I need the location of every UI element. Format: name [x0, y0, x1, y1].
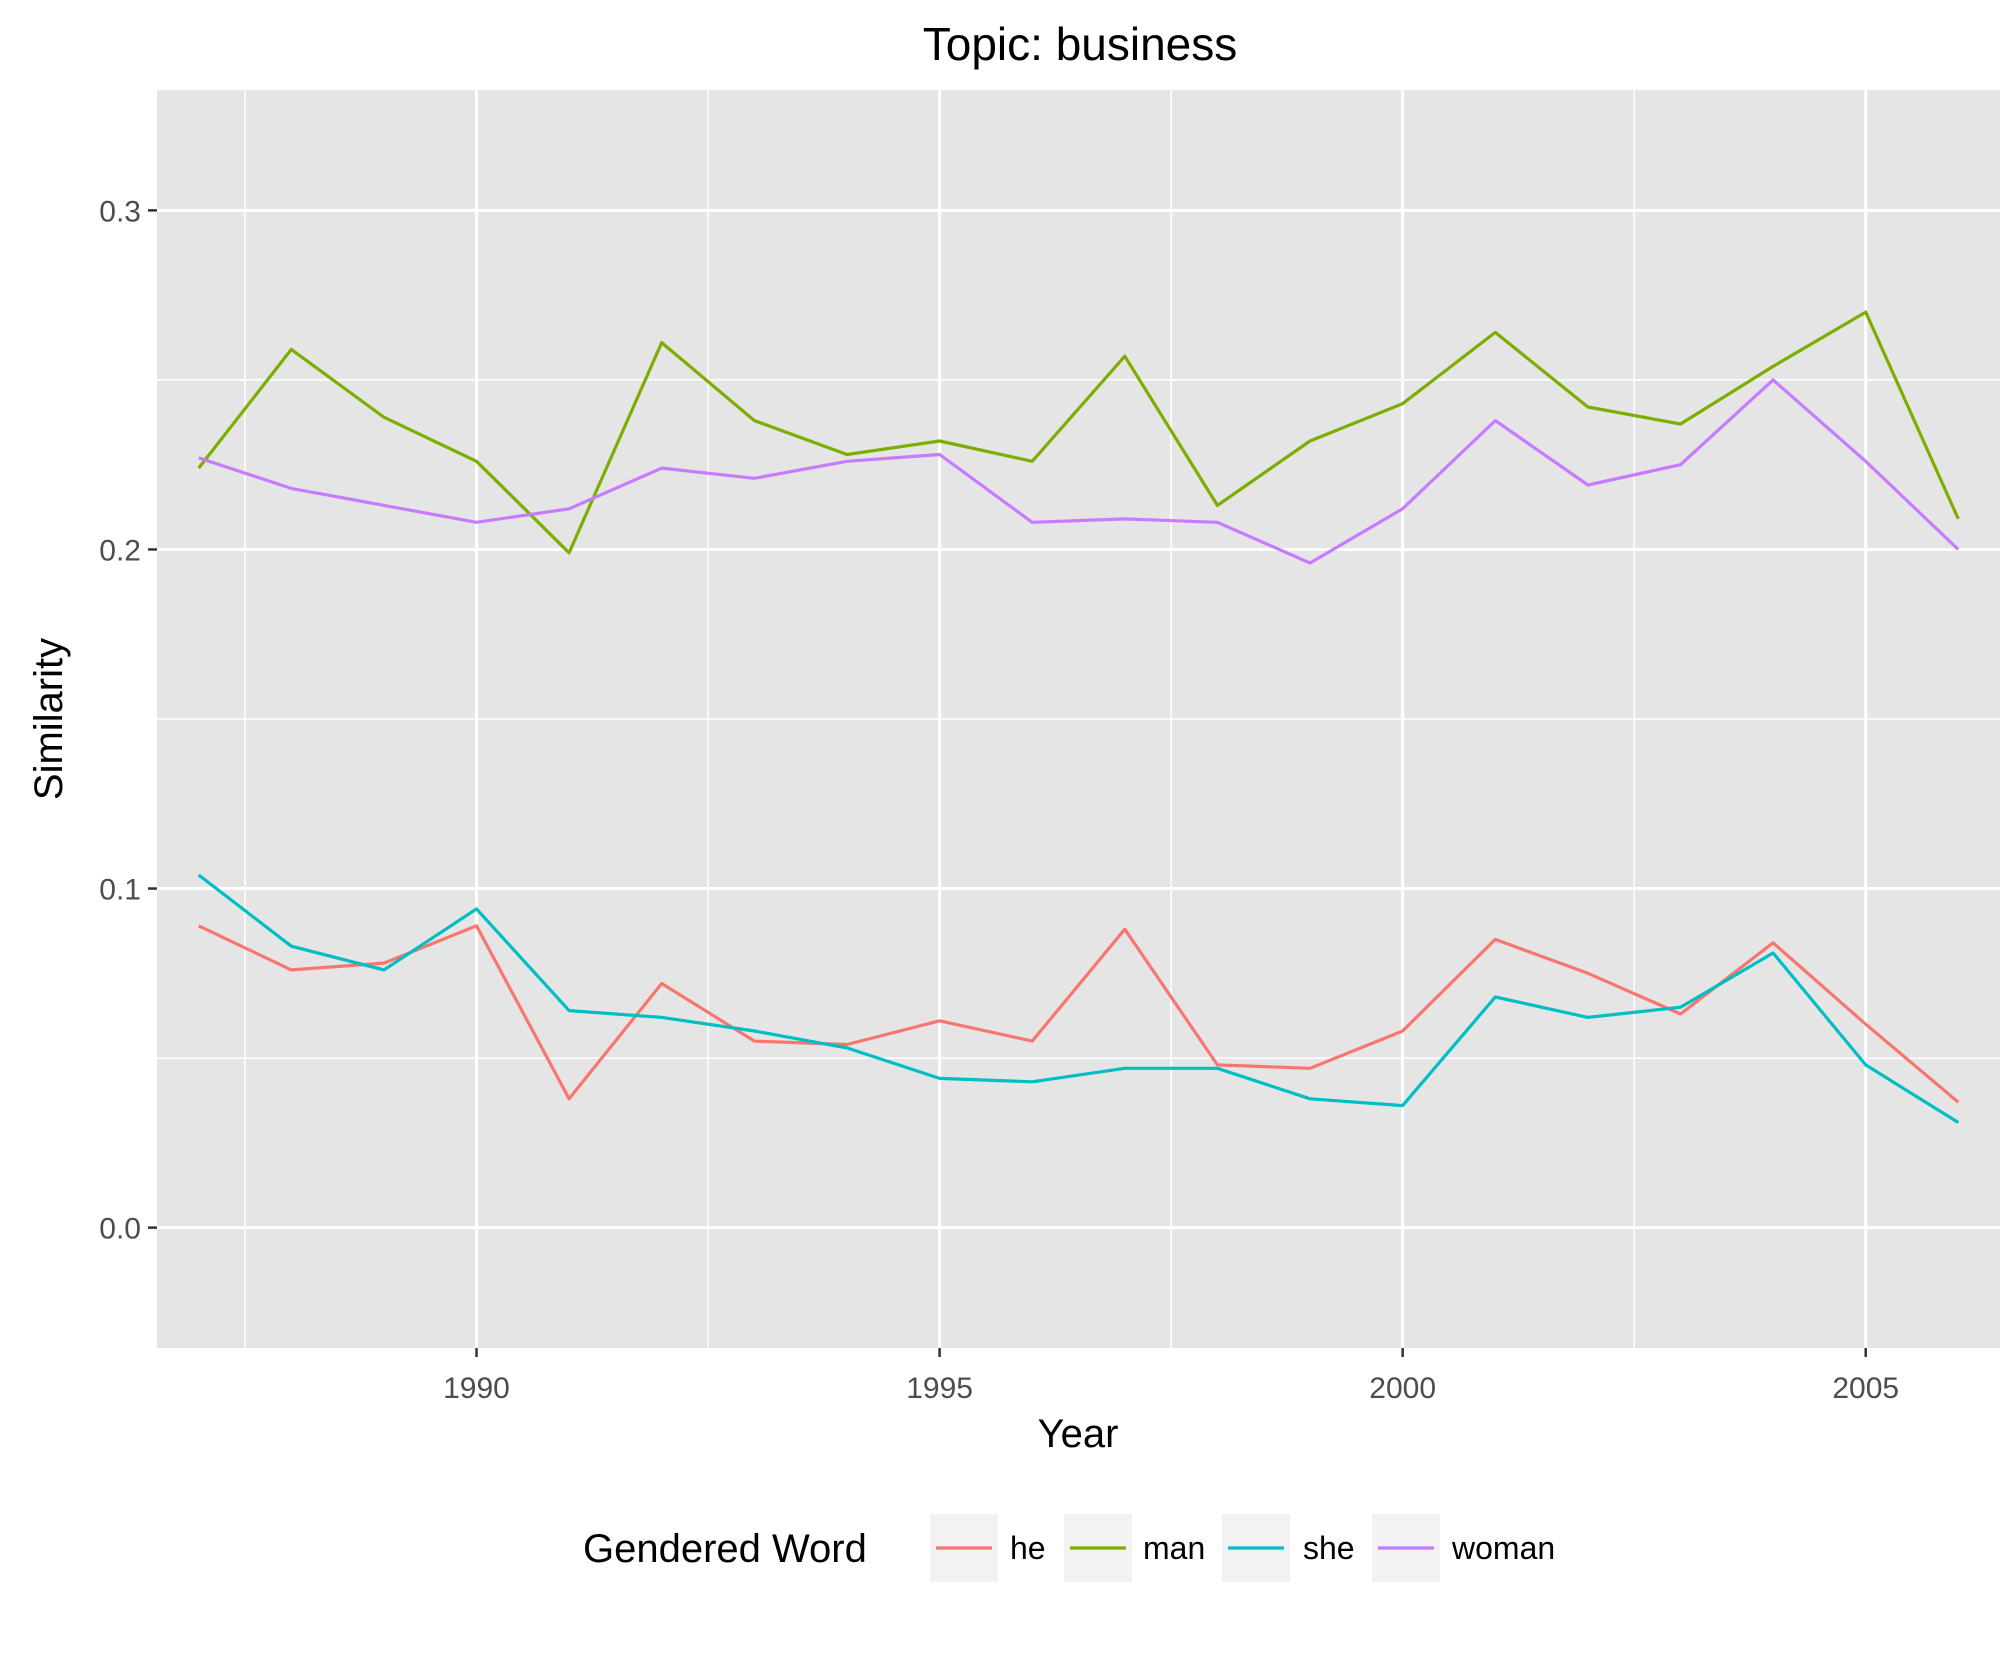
y-tick-label: 0.1 — [99, 874, 141, 907]
x-tick-label: 1995 — [906, 1372, 973, 1405]
series-lines — [197, 310, 1960, 1124]
chart-title: Topic: business — [923, 18, 1238, 70]
y-axis-title: Similarity — [27, 638, 71, 800]
legend-title: Gendered Word — [583, 1527, 867, 1571]
series-line-man — [197, 310, 1960, 555]
series-line-he — [198, 924, 1960, 1104]
y-tick-label: 0.3 — [99, 195, 141, 228]
legend-label-she: she — [1303, 1530, 1355, 1566]
x-tick-label: 2000 — [1369, 1372, 1436, 1405]
axes: 1990 1995 2000 2005 0.0 0.1 0.2 0.3 — [99, 195, 1899, 1405]
y-tick-label: 0.0 — [99, 1213, 141, 1246]
x-axis-title: Year — [1038, 1412, 1119, 1456]
series-line-she — [197, 873, 1960, 1124]
grid — [157, 90, 2000, 1348]
x-tick-label: 2005 — [1832, 1372, 1899, 1405]
y-tick-label: 0.2 — [99, 534, 141, 567]
legend-label-he: he — [1010, 1530, 1046, 1566]
x-tick-label: 1990 — [443, 1372, 510, 1405]
legend-label-man: man — [1143, 1530, 1205, 1566]
legend: Gendered Word he man she woman — [583, 1514, 1555, 1582]
series-line-woman — [198, 378, 1960, 565]
legend-label-woman: woman — [1451, 1530, 1555, 1566]
